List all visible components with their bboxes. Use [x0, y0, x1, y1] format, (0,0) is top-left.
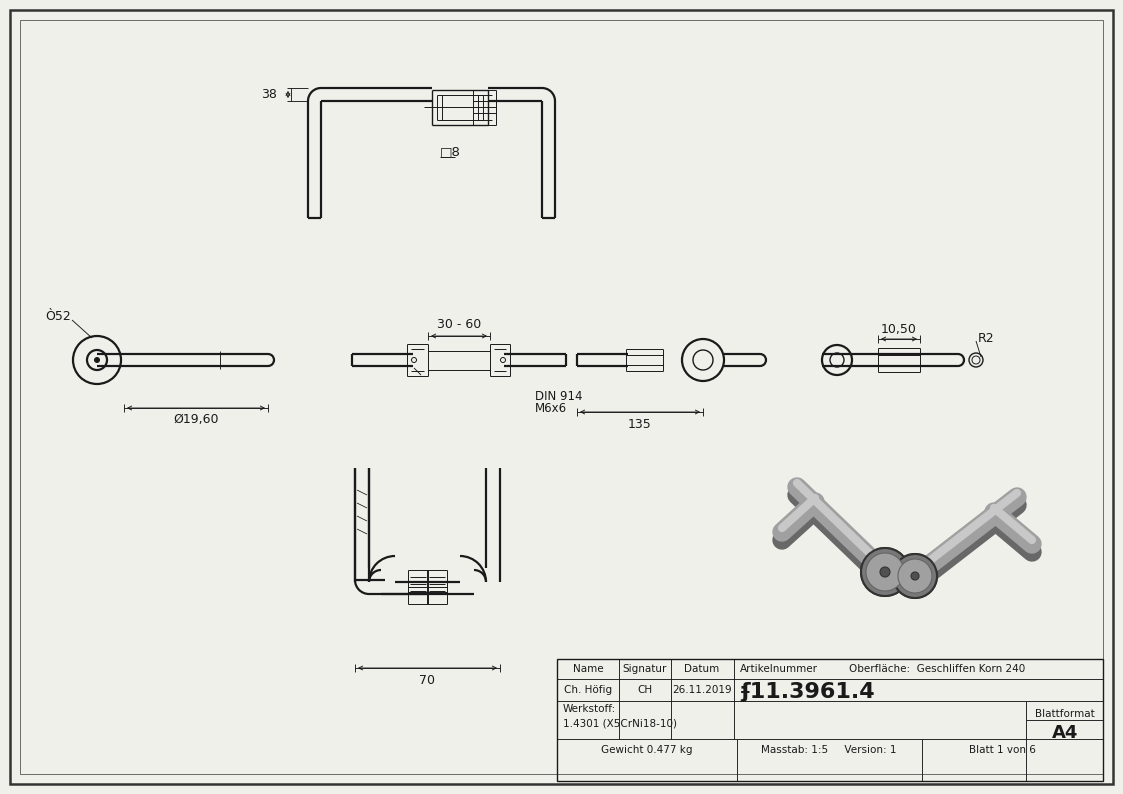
Text: CH: CH — [638, 685, 652, 695]
Circle shape — [879, 566, 891, 578]
Text: 1.4301 (X5CrNi18-10): 1.4301 (X5CrNi18-10) — [563, 718, 677, 728]
Text: Ò52: Ò52 — [45, 310, 71, 322]
Circle shape — [898, 559, 932, 593]
Circle shape — [880, 567, 891, 577]
Text: Datum: Datum — [684, 664, 720, 674]
Circle shape — [861, 548, 909, 596]
Text: R2: R2 — [978, 333, 995, 345]
Text: Name: Name — [573, 664, 603, 674]
Text: M6x6: M6x6 — [535, 403, 567, 415]
Text: Werkstoff:: Werkstoff: — [563, 704, 617, 714]
Text: 38: 38 — [262, 88, 277, 101]
Text: Artikelnummer: Artikelnummer — [740, 664, 818, 674]
Text: Oberfläche:  Geschliffen Korn 240: Oberfläche: Geschliffen Korn 240 — [849, 664, 1025, 674]
Text: A4: A4 — [1052, 724, 1078, 742]
Circle shape — [866, 553, 904, 591]
Text: Gewicht 0.477 kg: Gewicht 0.477 kg — [601, 745, 693, 755]
Circle shape — [893, 554, 937, 598]
Text: Ch. Höfig: Ch. Höfig — [564, 685, 612, 695]
Circle shape — [94, 357, 100, 363]
Text: Blatt 1 von 6: Blatt 1 von 6 — [968, 745, 1035, 755]
Text: Signatur: Signatur — [623, 664, 667, 674]
Text: Masstab: 1:5     Version: 1: Masstab: 1:5 Version: 1 — [761, 745, 897, 755]
Circle shape — [866, 553, 904, 591]
Text: ʄ11.3961.4: ʄ11.3961.4 — [740, 682, 875, 702]
Text: 10,50: 10,50 — [882, 322, 917, 336]
Bar — [557, 659, 1103, 781]
Text: 26.11.2019: 26.11.2019 — [673, 685, 732, 695]
Text: □8: □8 — [440, 145, 460, 159]
Circle shape — [861, 548, 909, 596]
Circle shape — [898, 559, 932, 593]
Circle shape — [911, 572, 919, 580]
Text: 30 - 60: 30 - 60 — [437, 318, 481, 332]
Text: DIN 914: DIN 914 — [535, 390, 583, 403]
Text: 135: 135 — [628, 418, 651, 430]
Circle shape — [893, 554, 937, 598]
Text: Ø19,60: Ø19,60 — [173, 414, 219, 426]
Circle shape — [910, 571, 920, 581]
Text: Blattformat: Blattformat — [1035, 709, 1095, 719]
Text: 70: 70 — [420, 674, 436, 688]
